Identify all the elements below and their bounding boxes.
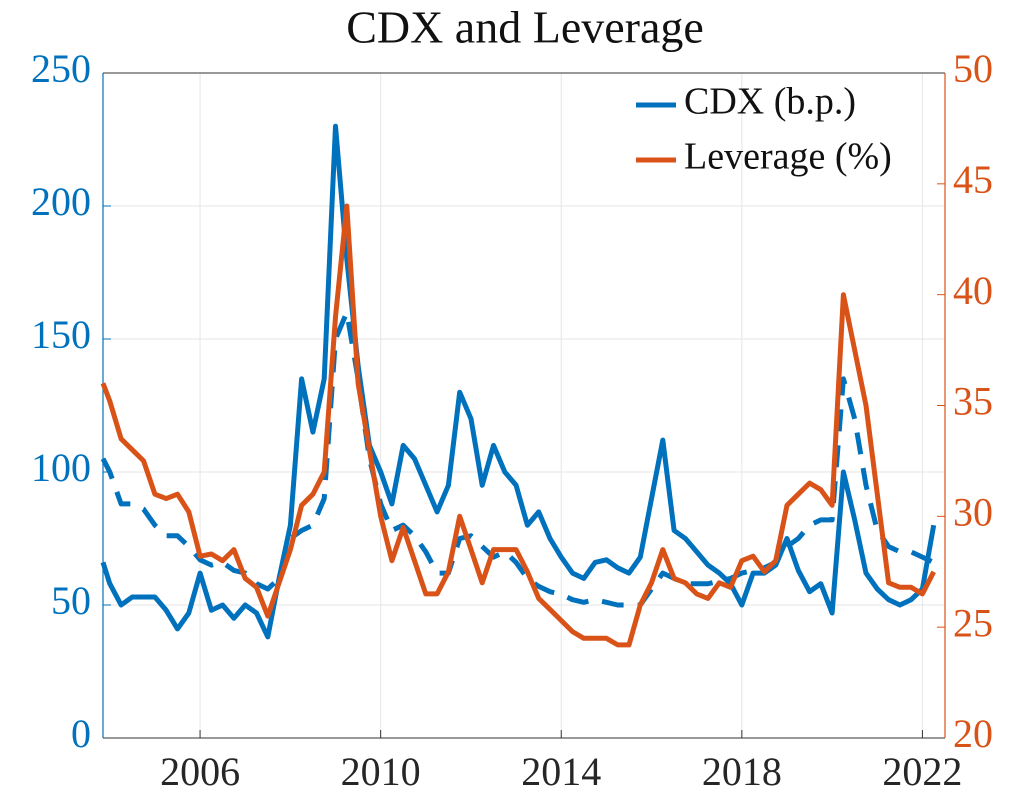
- x-tick-label: 2006: [160, 749, 240, 794]
- x-tick-label: 2022: [882, 749, 962, 794]
- y-tick-label: 100: [31, 445, 91, 490]
- y-tick-label: 250: [31, 46, 91, 91]
- y2-tick-label: 40: [953, 268, 993, 313]
- chart-title: CDX and Leverage: [346, 2, 704, 53]
- y-tick-label: 200: [31, 179, 91, 224]
- y-tick-label: 0: [71, 711, 91, 756]
- series-line: [100, 203, 936, 648]
- y2-tick-label: 45: [953, 157, 993, 202]
- series-line: [100, 309, 935, 608]
- x-tick-label: 2010: [341, 749, 421, 794]
- y2-tick-label: 20: [953, 711, 993, 756]
- y-tick-label: 150: [31, 312, 91, 357]
- y2-tick-label: 30: [953, 490, 993, 535]
- y2-tick-label: 25: [953, 600, 993, 645]
- y-tick-label: 50: [51, 578, 91, 623]
- series-line: [100, 123, 937, 640]
- legend-label: CDX (b.p.): [684, 81, 856, 123]
- y2-tick-label: 50: [953, 46, 993, 91]
- y2-tick-label: 35: [953, 379, 993, 424]
- legend-label: Leverage (%): [684, 136, 892, 178]
- x-tick-label: 2014: [521, 749, 601, 794]
- x-tick-label: 2018: [702, 749, 782, 794]
